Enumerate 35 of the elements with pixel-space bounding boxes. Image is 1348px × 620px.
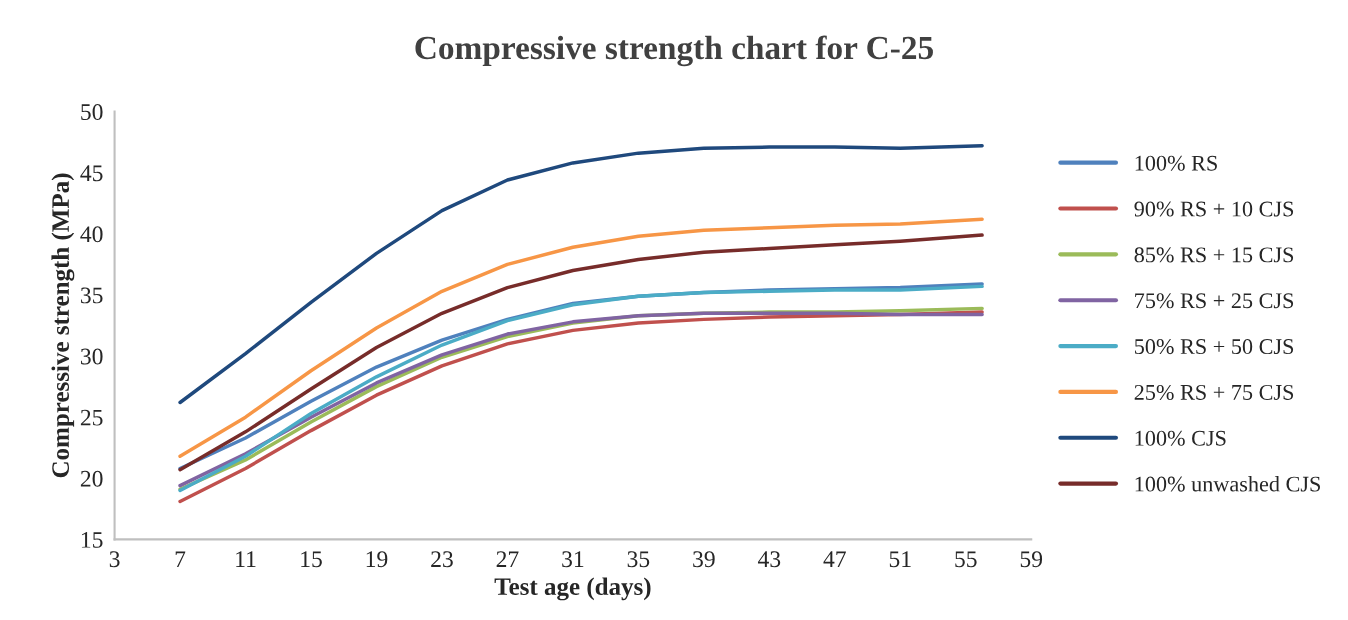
y-tick-label: 25 bbox=[80, 409, 103, 426]
line-series bbox=[178, 144, 984, 405]
x-tick-label: 27 bbox=[496, 551, 519, 567]
x-tick-label: 43 bbox=[757, 551, 781, 568]
x-tick-label: 47 bbox=[823, 551, 846, 567]
x-tick-label: 7 bbox=[175, 551, 186, 567]
y-tick-label: 20 bbox=[80, 470, 103, 487]
x-tick-label: 31 bbox=[562, 551, 584, 568]
x-tick-label: 55 bbox=[955, 551, 977, 568]
legend-label: 100% RS bbox=[1135, 155, 1217, 171]
x-tick-label: 51 bbox=[889, 551, 911, 568]
legend-label: 75% RS + 25 CJS bbox=[1135, 293, 1294, 309]
x-tick-label: 15 bbox=[301, 551, 322, 568]
y-tick-label: 50 bbox=[81, 104, 103, 121]
y-tick-label: 40 bbox=[80, 226, 103, 243]
y-tick-label: 30 bbox=[80, 348, 103, 365]
y-axis-title: Compressive strength (MPa) bbox=[51, 173, 75, 478]
y-tick-label: 35 bbox=[80, 287, 103, 304]
legend-label: 100% CJS bbox=[1135, 430, 1226, 446]
legend-label: 85% RS + 15 CJS bbox=[1134, 247, 1294, 263]
legend-label: 90% RS + 10 CJS bbox=[1134, 201, 1294, 217]
x-tick-label: 59 bbox=[1020, 551, 1043, 568]
chart-title: Compressive strength chart for C-25 bbox=[415, 35, 933, 67]
x-tick-label: 35 bbox=[627, 551, 650, 568]
y-tick-label: 15 bbox=[81, 532, 103, 548]
x-axis-title: Test age (days) bbox=[494, 577, 651, 601]
x-tick-label: 3 bbox=[109, 551, 120, 568]
legend-label: 50% RS + 50 CJS bbox=[1135, 339, 1294, 355]
legend-label: 25% RS + 75 CJS bbox=[1134, 384, 1294, 400]
x-tick-label: 39 bbox=[693, 551, 715, 568]
legend-label: 100% unwashed CJS bbox=[1135, 475, 1320, 492]
y-tick-label: 45 bbox=[80, 165, 103, 182]
x-tick-label: 23 bbox=[431, 551, 453, 568]
x-tick-label: 19 bbox=[366, 551, 388, 568]
x-tick-label: 11 bbox=[236, 551, 256, 567]
